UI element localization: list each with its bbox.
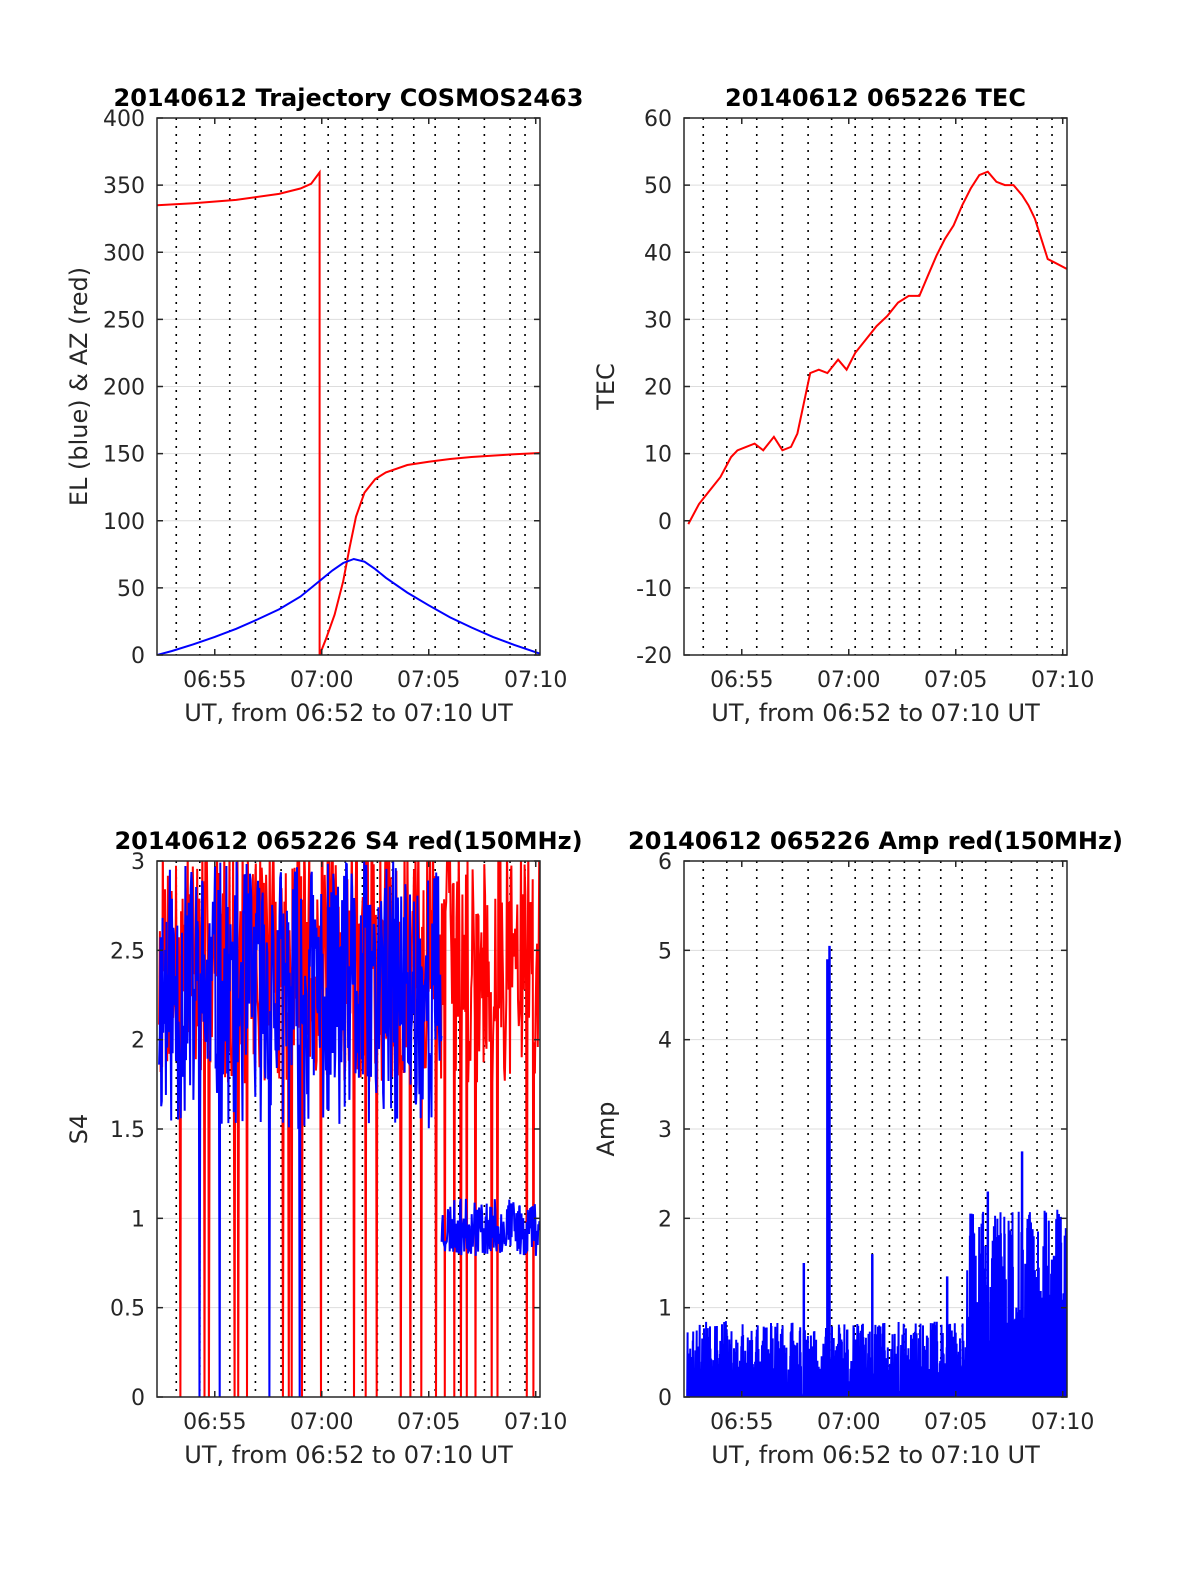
xtick-label: 07:10 <box>1031 668 1094 693</box>
xtick-label: 07:00 <box>817 668 880 693</box>
panel-s4: 0 0.5 1 1.5 2 2.5 3 06:55 07:00 07:05 07:10 2014061… <box>65 827 583 1469</box>
ytick-label: -10 <box>636 577 672 602</box>
panel-tec: -20 -10 0 10 20 30 40 50 60 06:55 07:00 07:05 07:10 2… <box>592 84 1094 727</box>
panel-trajectory: 0 50 100 150 200 250 300 350 400 06:55 07:00 07:05 0… <box>65 84 583 727</box>
x-axis-label: UT, from 06:52 to 07:10 UT <box>184 699 513 727</box>
series-trace <box>158 861 540 1397</box>
chart-title: 20140612 065226 TEC <box>725 84 1026 112</box>
ytick-label: 1 <box>131 1207 145 1232</box>
ytick-label: 1 <box>658 1297 672 1322</box>
ytick-label: 0 <box>658 510 672 535</box>
xtick-label: 06:55 <box>710 1410 773 1435</box>
chart-title: 20140612 065226 Amp red(150MHz) <box>628 827 1123 855</box>
xtick-label: 06:55 <box>183 1410 246 1435</box>
ytick-label: 0.5 <box>110 1297 145 1322</box>
series-trace <box>440 1198 540 1256</box>
ytick-label: 50 <box>644 174 672 199</box>
panel-amp: 0 1 2 3 4 5 6 06:55 07:00 07:05 07:10 20140612 0652… <box>592 827 1123 1469</box>
ytick-label: 1.5 <box>110 1118 145 1143</box>
ytick-label: 4 <box>658 1029 672 1054</box>
series-line <box>687 170 1067 525</box>
y-axis-label: EL (blue) & AZ (red) <box>65 267 93 506</box>
series-line <box>157 557 540 655</box>
ytick-label: 60 <box>644 107 672 132</box>
ytick-label: 300 <box>103 241 145 266</box>
ytick-label: 400 <box>103 107 145 132</box>
plot-area <box>687 170 1067 525</box>
ytick-label: 2 <box>658 1207 672 1232</box>
ytick-label: 30 <box>644 308 672 333</box>
plot-area <box>158 861 540 1397</box>
xtick-label: 07:05 <box>924 668 987 693</box>
ytick-label: 0 <box>131 1386 145 1411</box>
ytick-label: 100 <box>103 510 145 535</box>
ytick-label: 5 <box>658 939 672 964</box>
ytick-label: 10 <box>644 443 672 468</box>
x-axis-label: UT, from 06:52 to 07:10 UT <box>184 1441 513 1469</box>
ytick-label: 150 <box>103 443 145 468</box>
y-axis-label: Amp <box>592 1101 620 1156</box>
y-axis-label: S4 <box>65 1114 93 1145</box>
xtick-label: 07:10 <box>504 1410 567 1435</box>
xtick-label: 07:10 <box>1031 1410 1094 1435</box>
ytick-label: 350 <box>103 174 145 199</box>
series-trace <box>965 1209 1067 1397</box>
ytick-label: 2.5 <box>110 939 145 964</box>
xtick-label: 07:05 <box>397 1410 460 1435</box>
ytick-label: 0 <box>131 644 145 669</box>
xtick-label: 07:00 <box>817 1410 880 1435</box>
series-trace <box>158 861 443 1397</box>
x-axis-label: UT, from 06:52 to 07:10 UT <box>711 1441 1040 1469</box>
series-line <box>157 169 540 655</box>
ytick-label: 250 <box>103 308 145 333</box>
xtick-label: 07:05 <box>397 668 460 693</box>
ytick-label: 0 <box>658 1386 672 1411</box>
ytick-label: 3 <box>131 850 145 875</box>
xtick-label: 06:55 <box>183 668 246 693</box>
x-axis-label: UT, from 06:52 to 07:10 UT <box>711 699 1040 727</box>
ytick-label: -20 <box>636 644 672 669</box>
xtick-label: 07:10 <box>504 668 567 693</box>
ytick-label: 3 <box>658 1118 672 1143</box>
ytick-label: 50 <box>117 577 145 602</box>
chart-title: 20140612 065226 S4 red(150MHz) <box>114 827 582 855</box>
xtick-label: 07:00 <box>290 668 353 693</box>
ytick-label: 200 <box>103 376 145 401</box>
xtick-label: 06:55 <box>710 668 773 693</box>
y-axis-label: TEC <box>592 363 620 411</box>
ytick-label: 20 <box>644 376 672 401</box>
xtick-label: 07:05 <box>924 1410 987 1435</box>
plot-area <box>686 945 1067 1397</box>
xtick-label: 07:00 <box>290 1410 353 1435</box>
ytick-label: 6 <box>658 850 672 875</box>
ytick-label: 2 <box>131 1029 145 1054</box>
plot-area <box>157 169 540 655</box>
ytick-label: 40 <box>644 241 672 266</box>
chart-title: 20140612 Trajectory COSMOS2463 <box>114 84 584 112</box>
